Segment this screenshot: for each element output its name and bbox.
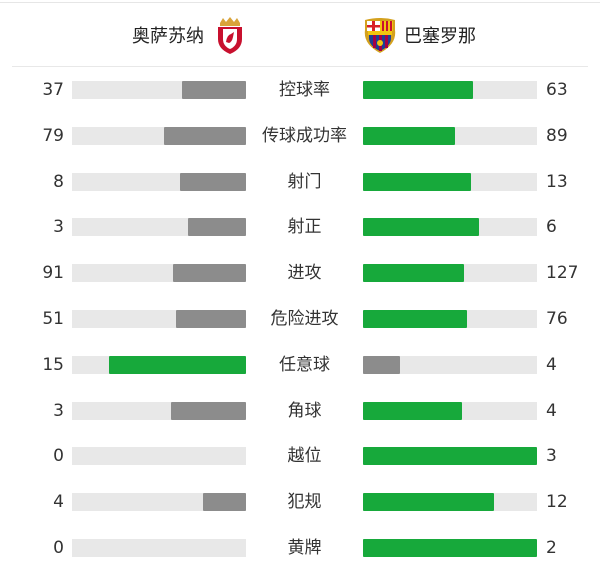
home-stat-bar <box>72 447 246 466</box>
match-header: 奥萨苏纳 巴塞罗那 <box>0 0 600 66</box>
stat-label: 控球率 <box>279 80 330 100</box>
away-stat-bar-fill <box>363 493 494 512</box>
home-stat-bar-fill <box>181 81 246 99</box>
away-stat-value: 4 <box>546 400 557 421</box>
away-stat-value: 89 <box>546 125 568 146</box>
away-stat-value: 4 <box>546 354 557 375</box>
away-stat-value: 63 <box>546 80 568 100</box>
home-stat-value: 51 <box>42 309 64 329</box>
home-stat-value: 91 <box>42 263 64 284</box>
away-stat-bar <box>363 126 537 145</box>
away-stat-bar <box>363 401 537 420</box>
stat-label: 犯规 <box>287 492 322 513</box>
away-stat-bar <box>363 264 537 283</box>
home-stat-bar <box>72 310 246 328</box>
stat-row: 4 犯规 12 <box>0 487 600 517</box>
stat-row: 0 越位 3 <box>0 441 600 471</box>
home-stat-bar <box>72 401 246 420</box>
stat-row: 37 控球率 63 <box>0 75 600 105</box>
home-stat-bar <box>72 172 246 191</box>
stat-row: 79 传球成功率 89 <box>0 121 600 151</box>
away-stat-bar <box>363 172 537 191</box>
stat-label: 角球 <box>287 400 322 421</box>
top-divider <box>0 2 600 3</box>
home-stat-value: 0 <box>53 446 64 467</box>
away-stat-value: 12 <box>546 492 568 513</box>
away-stat-value: 76 <box>546 309 568 329</box>
home-stat-value: 37 <box>42 80 64 100</box>
away-stat-bar-fill <box>363 172 471 191</box>
away-stat-value: 3 <box>546 446 557 467</box>
stat-label: 传球成功率 <box>262 125 347 146</box>
away-stat-value: 6 <box>546 217 557 238</box>
stat-label: 进攻 <box>287 263 322 284</box>
osasuna-crest-icon <box>218 17 242 54</box>
home-stat-value: 79 <box>42 125 64 146</box>
home-stat-value: 4 <box>53 492 64 513</box>
away-stat-bar <box>363 355 537 374</box>
home-stat-bar <box>72 355 246 374</box>
stat-row: 8 射门 13 <box>0 167 600 197</box>
home-stat-value: 0 <box>53 538 64 558</box>
away-stat-bar <box>363 539 537 557</box>
stat-row: 3 角球 4 <box>0 396 600 426</box>
away-stat-bar <box>363 81 537 99</box>
stat-label: 射门 <box>287 171 322 192</box>
stat-label: 任意球 <box>279 354 330 375</box>
away-stat-bar-fill <box>363 126 456 145</box>
home-stat-bar-fill <box>188 218 246 237</box>
away-team-name: 巴塞罗那 <box>404 26 476 47</box>
away-stat-bar-fill <box>363 401 463 420</box>
stat-row: 15 任意球 4 <box>0 350 600 380</box>
home-stat-bar-fill <box>173 264 246 283</box>
stat-row: 0 黄牌 2 <box>0 533 600 563</box>
barcelona-crest-icon <box>364 18 396 53</box>
away-stat-value: 127 <box>546 263 579 284</box>
stat-row: 91 进攻 127 <box>0 258 600 288</box>
home-stat-value: 8 <box>53 171 64 192</box>
away-stat-bar-fill <box>363 447 537 466</box>
home-stat-bar <box>72 264 246 283</box>
home-stat-bar <box>72 126 246 145</box>
away-team: 巴塞罗那 <box>362 18 476 53</box>
away-stat-bar-fill <box>363 539 537 557</box>
home-stat-bar <box>72 493 246 512</box>
home-stat-bar-fill <box>179 172 246 191</box>
home-stat-bar-fill <box>164 126 246 145</box>
home-team: 奥萨苏纳 <box>132 17 248 54</box>
away-stat-bar-fill <box>363 81 473 99</box>
home-stat-bar <box>72 539 246 557</box>
home-stat-value: 15 <box>42 354 64 375</box>
stat-label: 危险进攻 <box>270 309 339 329</box>
away-stat-bar <box>363 447 537 466</box>
away-stat-value: 13 <box>546 171 568 192</box>
away-stat-value: 2 <box>546 538 557 558</box>
home-team-name: 奥萨苏纳 <box>132 26 204 47</box>
away-stat-bar <box>363 493 537 512</box>
header-divider <box>12 66 588 67</box>
away-stat-bar-fill <box>363 355 400 374</box>
home-stat-bar <box>72 218 246 237</box>
stat-row: 3 射正 6 <box>0 212 600 242</box>
away-stat-bar-fill <box>363 264 465 283</box>
home-stat-value: 3 <box>53 217 64 238</box>
stat-label: 射正 <box>287 217 322 238</box>
stat-label: 黄牌 <box>287 538 322 558</box>
home-stat-bar-fill <box>202 493 246 512</box>
away-stat-bar-fill <box>363 218 479 237</box>
home-stat-bar-fill <box>108 355 246 374</box>
home-stat-value: 3 <box>53 400 64 421</box>
stat-row: 51 危险进攻 76 <box>0 304 600 334</box>
home-stat-bar-fill <box>176 310 246 328</box>
away-stat-bar <box>363 310 537 328</box>
home-stat-bar <box>72 81 246 99</box>
stat-label: 越位 <box>287 446 322 467</box>
away-stat-bar-fill <box>363 310 468 328</box>
home-stat-bar-fill <box>171 401 246 420</box>
away-stat-bar <box>363 218 537 237</box>
